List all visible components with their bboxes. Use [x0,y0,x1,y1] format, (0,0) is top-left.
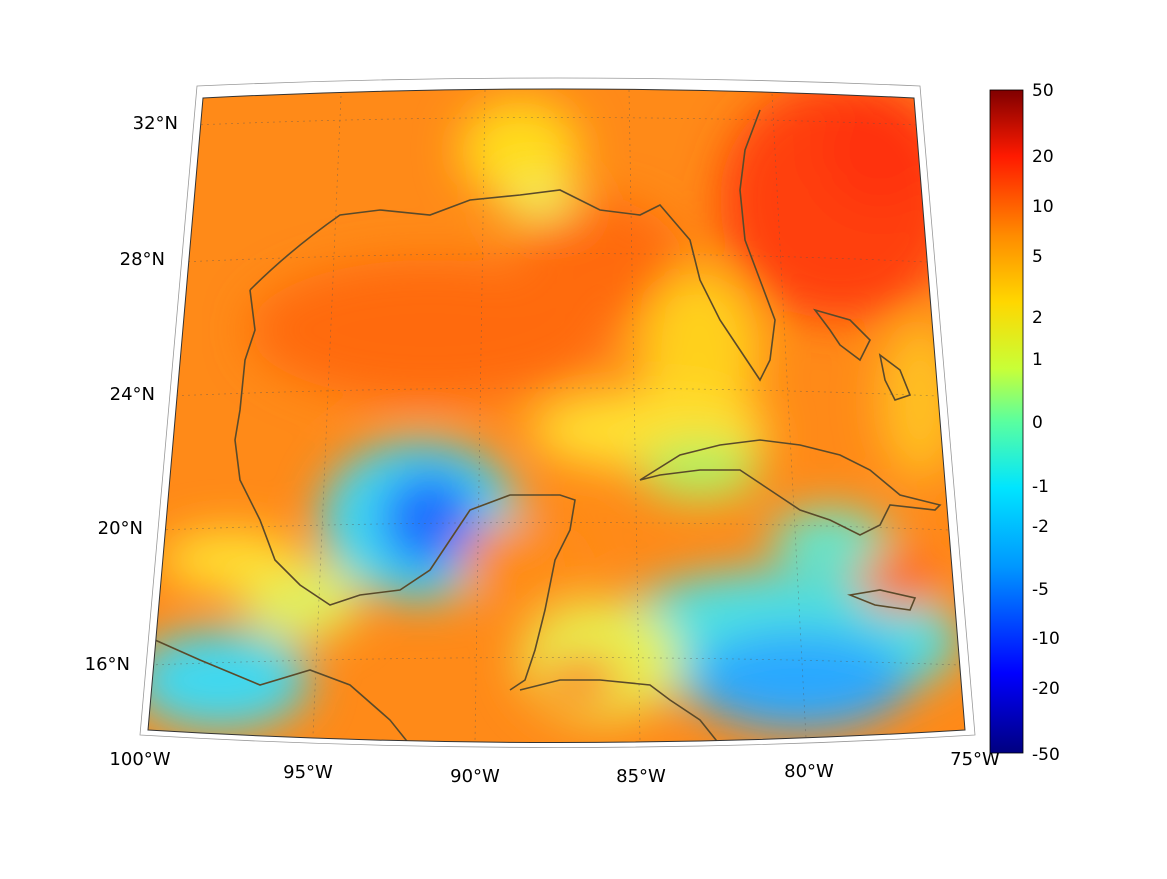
lon-label: 85°W [616,766,666,787]
map-outer-frame [139,77,976,748]
colorbar-tick: 50 [1032,81,1054,101]
colorbar-tick: -2 [1032,517,1049,537]
lon-label: 75°W [950,749,1000,770]
lon-label: 95°W [283,762,333,783]
colorbar-tick: 1 [1032,350,1043,370]
lat-label: 28°N [120,249,165,270]
map-frame [147,88,966,743]
colorbar-tick: 0 [1032,413,1043,433]
colorbar-tick: 10 [1032,197,1054,217]
colorbar-tick: -10 [1032,629,1060,649]
graticule [149,89,961,743]
map-field [148,89,965,743]
lat-label: 20°N [98,518,143,539]
lat-label: 32°N [133,113,178,134]
lat-labels: 32°N 28°N 24°N 20°N 16°N [85,113,178,675]
colorbar-tick: -20 [1032,679,1060,699]
lat-label: 16°N [85,654,130,675]
colorbar-gradient [989,89,1024,754]
lon-labels: 100°W 95°W 90°W 85°W 80°W 75°W [109,749,1000,787]
colorbar: 50 20 10 5 2 1 0 -1 -2 -5 -10 -20 -50 [989,81,1060,765]
colorbar-tick: 2 [1032,308,1043,328]
colorbar-tick: -50 [1032,745,1060,765]
colorbar-tick: 5 [1032,247,1043,267]
lon-label: 100°W [109,749,170,770]
lon-label: 80°W [784,761,834,782]
colorbar-tick: -1 [1032,477,1049,497]
lat-label: 24°N [110,384,155,405]
colorbar-tick: 20 [1032,147,1054,167]
lon-label: 90°W [450,766,500,787]
colorbar-tick: -5 [1032,580,1049,600]
colorbar-ticks: 50 20 10 5 2 1 0 -1 -2 -5 -10 -20 -50 [1032,81,1060,765]
